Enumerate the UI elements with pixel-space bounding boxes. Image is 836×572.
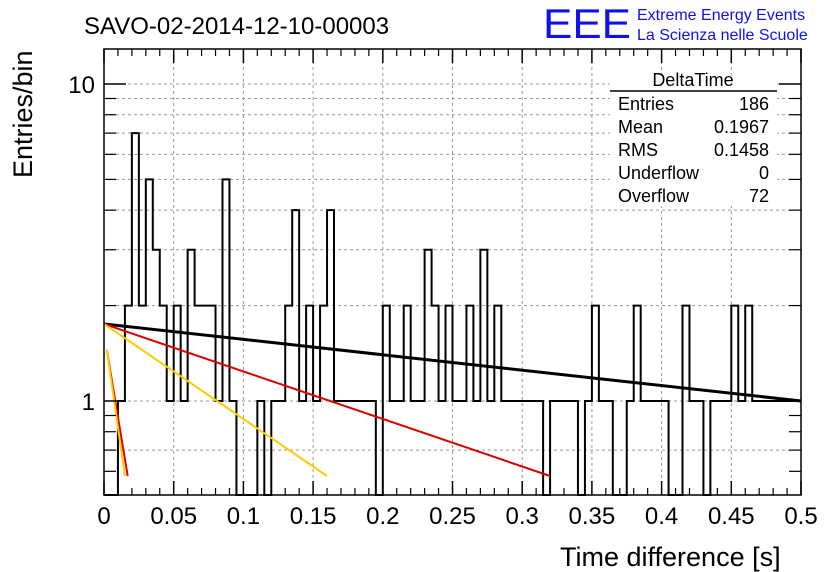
eee-logo: EEE Extreme Energy Events La Scienza nel… [543, 0, 808, 47]
stats-box: DeltaTime Entries 186 Mean 0.1967 RMS 0.… [610, 70, 777, 206]
x-tick-label: 0 [97, 503, 110, 530]
logo-line2: La Scienza nelle Scuole [637, 27, 808, 44]
fit-line [105, 349, 126, 477]
y-axis-label: Entries/bin [8, 50, 38, 178]
fit-line [103, 323, 328, 477]
chart-title: SAVO-02-2014-12-10-00003 [84, 13, 389, 40]
logo-line1: Extreme Energy Events [637, 7, 805, 24]
y-tick-label: 10 [68, 72, 95, 99]
stats-mean-value: 0.1967 [714, 117, 769, 137]
stats-rms-value: 0.1458 [714, 140, 769, 160]
stats-title: DeltaTime [652, 70, 733, 90]
x-tick-label: 0.2 [366, 503, 399, 530]
x-tick-label: 0.15 [290, 503, 337, 530]
x-tick-label: 0.3 [506, 503, 539, 530]
fit-line [103, 323, 551, 477]
stats-entries-value: 186 [739, 94, 769, 114]
x-tick-label: 0.1 [227, 503, 260, 530]
x-tick-label: 0.35 [569, 503, 616, 530]
stats-overflow-value: 72 [749, 186, 769, 206]
fit-line [103, 322, 802, 403]
axes: 0 0.05 0.1 0.15 0.2 0.25 0.3 0.35 0.4 0.45 0.5 1 10 [68, 49, 818, 530]
stats-entries-label: Entries [618, 94, 674, 114]
stats-rms-label: RMS [618, 140, 658, 160]
x-tick-label: 0.25 [429, 503, 476, 530]
histogram-outline [104, 132, 801, 496]
stats-underflow-label: Underflow [618, 163, 700, 183]
x-tick-label: 0.05 [150, 503, 197, 530]
x-tick-label: 0.45 [708, 503, 755, 530]
logo-mark: EEE [543, 0, 631, 47]
x-tick-label: 0.5 [784, 503, 817, 530]
fit-lines [103, 322, 802, 477]
stats-underflow-value: 0 [759, 163, 769, 183]
stats-background [610, 78, 777, 206]
y-tick-label: 1 [82, 389, 95, 416]
stats-mean-label: Mean [618, 117, 663, 137]
stats-overflow-label: Overflow [618, 186, 690, 206]
x-tick-label: 0.4 [645, 503, 678, 530]
histogram [104, 132, 801, 496]
x-axis-label: Time difference [s] [560, 542, 781, 572]
